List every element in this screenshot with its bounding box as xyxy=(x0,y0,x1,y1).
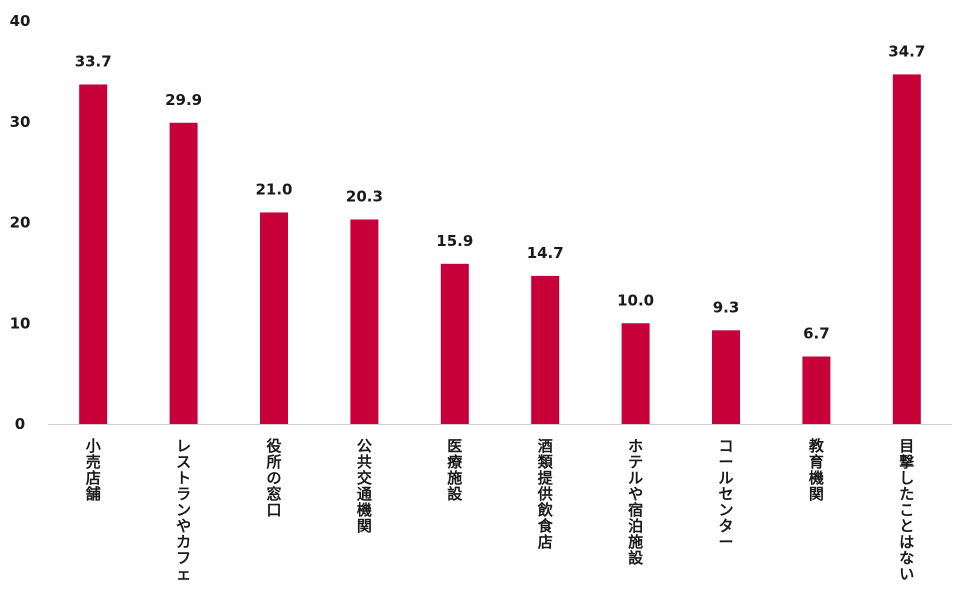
bar xyxy=(79,84,108,424)
bar xyxy=(440,263,469,424)
y-tick-label: 10 xyxy=(10,314,31,332)
data-label: 10.0 xyxy=(617,291,654,309)
x-category-label: 医療施設 xyxy=(447,437,463,503)
data-label: 21.0 xyxy=(255,180,292,198)
x-category-label: 教育機関 xyxy=(808,437,825,503)
y-tick-label: 40 xyxy=(10,12,31,30)
bar xyxy=(712,330,740,424)
x-category-label: 小売店舗 xyxy=(85,437,101,503)
bars xyxy=(79,74,921,425)
y-axis-ticks: 0 10 20 30 40 xyxy=(10,12,31,433)
bar xyxy=(169,122,198,424)
data-label: 29.9 xyxy=(165,91,202,109)
y-tick-label: 20 xyxy=(10,214,31,232)
bar xyxy=(802,356,831,424)
data-label: 15.9 xyxy=(436,232,473,250)
x-category-label: 公共交通機関 xyxy=(357,437,372,535)
data-label: 9.3 xyxy=(713,298,740,316)
x-category-label: 酒類提供飲食店 xyxy=(537,437,554,551)
x-category-label: コールセンター xyxy=(718,437,733,551)
data-label: 6.7 xyxy=(803,324,830,342)
data-label: 20.3 xyxy=(346,187,383,205)
bar xyxy=(350,219,379,424)
x-category-label: ホテルや宿泊施設 xyxy=(628,437,644,567)
data-label: 14.7 xyxy=(527,244,564,262)
x-category-label: 役所の窓口 xyxy=(266,437,281,519)
category-labels: 小売店舗 レストランやカフェ 役所の窓口 公共交通機関 医療施設 酒類提供飲食店 ホテルや宿… xyxy=(85,437,915,583)
y-tick-label: 0 xyxy=(15,415,25,433)
bar xyxy=(892,74,921,425)
x-category-label: 目撃したことはない xyxy=(899,437,914,583)
data-label: 33.7 xyxy=(75,52,112,70)
bar xyxy=(260,212,288,424)
value-labels: 33.7 29.9 21.0 20.3 15.9 14.7 10.0 9.3 6.7 34.7 xyxy=(75,42,926,342)
bar xyxy=(621,323,650,424)
data-label: 34.7 xyxy=(888,42,925,60)
x-category-label: レストランやカフェ xyxy=(176,437,191,583)
y-tick-label: 30 xyxy=(10,113,31,131)
bar xyxy=(531,275,560,424)
